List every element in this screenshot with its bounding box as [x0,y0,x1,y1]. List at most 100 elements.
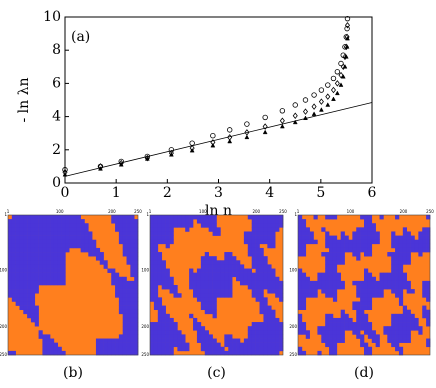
pattern-cell [232,338,237,343]
pattern-cell [134,293,139,298]
pattern-cell [204,219,209,224]
pattern-cell [193,326,198,331]
pattern-cell [126,346,131,352]
pattern-cell [65,219,70,224]
pattern-cell [232,346,237,352]
pattern-cell [263,350,268,356]
pattern-cell [173,215,178,220]
pattern-cell [228,272,233,278]
pattern-cell [271,231,276,236]
pattern-cell [279,219,284,224]
pattern-cell [118,297,124,302]
pattern-cell [398,297,404,302]
pattern-cell [367,219,373,224]
pattern-cell [23,256,28,261]
pattern-cell [157,330,163,335]
pattern-cell [27,223,32,228]
pattern-cell [200,297,206,302]
pattern-cell [332,346,338,352]
pattern-cell [27,264,32,269]
pattern-cell [95,256,101,261]
pattern-cell [251,285,256,290]
pattern-cell [321,289,326,294]
pattern-cell [23,293,28,298]
pattern-cell [204,338,209,343]
pattern-cell [360,215,365,220]
pattern-cell [173,223,178,228]
pattern-cell [367,252,373,257]
pattern-cell [426,285,431,290]
pattern-cell [111,342,116,348]
pattern-cell [15,239,20,245]
pattern-cell [298,330,303,335]
pattern-cell [34,285,39,290]
pattern-cell [317,276,322,282]
pattern-cell [279,285,284,290]
pattern-cell [11,272,16,278]
pattern-cell [42,256,47,261]
pattern-cell [279,330,284,335]
pattern-cell [153,293,159,298]
pattern-cell [336,260,342,265]
point [318,98,324,105]
pattern-cell [344,235,349,241]
pattern-cell [204,342,209,348]
pattern-cell [165,330,170,335]
pattern-cell [173,330,178,335]
pattern-cell [38,227,43,232]
panel-tick-label: 250 [289,352,297,357]
pattern-cell [150,227,155,232]
pattern-cell [367,231,373,236]
pattern-cell [88,247,93,253]
pattern-cell [11,227,16,232]
pattern-cell [406,239,411,245]
pattern-cell [61,243,66,249]
pattern-cell [46,243,51,249]
pattern-cell [259,219,264,224]
pattern-cell [161,326,166,331]
pattern-cell [251,231,256,236]
pattern-cell [259,215,264,220]
pattern-cell [169,227,174,232]
pattern-cell [255,350,260,356]
pattern-cell [126,293,131,298]
panel-tick-label: 100 [199,209,207,214]
pattern-cell [165,342,170,348]
pattern-cell [115,293,120,298]
pattern-cell [271,235,276,241]
pattern-cell [38,334,43,339]
pattern-cell [232,350,237,356]
pattern-cell [271,285,276,290]
pattern-cell [61,280,66,286]
pattern-cell [73,219,78,224]
pattern-cell [150,247,155,253]
pattern-cell [38,215,43,220]
pattern-cell [228,280,233,286]
pattern-cell [150,219,155,224]
pattern-cell [107,268,112,273]
pattern-cell [150,235,155,241]
pattern-cell [150,260,155,265]
pattern-cell [220,280,225,286]
pattern-cell [395,342,400,348]
pattern-cell [259,301,264,306]
pattern-cell [181,223,186,228]
pattern-cell [84,247,89,253]
pattern-cell [189,268,194,273]
pattern-cell [336,243,342,249]
pattern-cell [391,285,396,290]
pattern-cell [153,301,159,306]
y-tick-label: 10 [43,9,61,25]
pattern-cell [169,223,174,228]
pattern-cell [348,243,353,249]
pattern-cell [340,247,345,253]
pattern-cell [15,235,20,241]
pattern-cell [239,268,245,273]
pattern-cell [395,243,400,249]
pattern-cell [398,272,404,278]
pattern-cell [92,239,97,245]
pattern-cell [321,272,326,278]
pattern-cell [200,305,206,311]
pattern-cell [406,313,411,319]
pattern-cell [150,231,155,236]
